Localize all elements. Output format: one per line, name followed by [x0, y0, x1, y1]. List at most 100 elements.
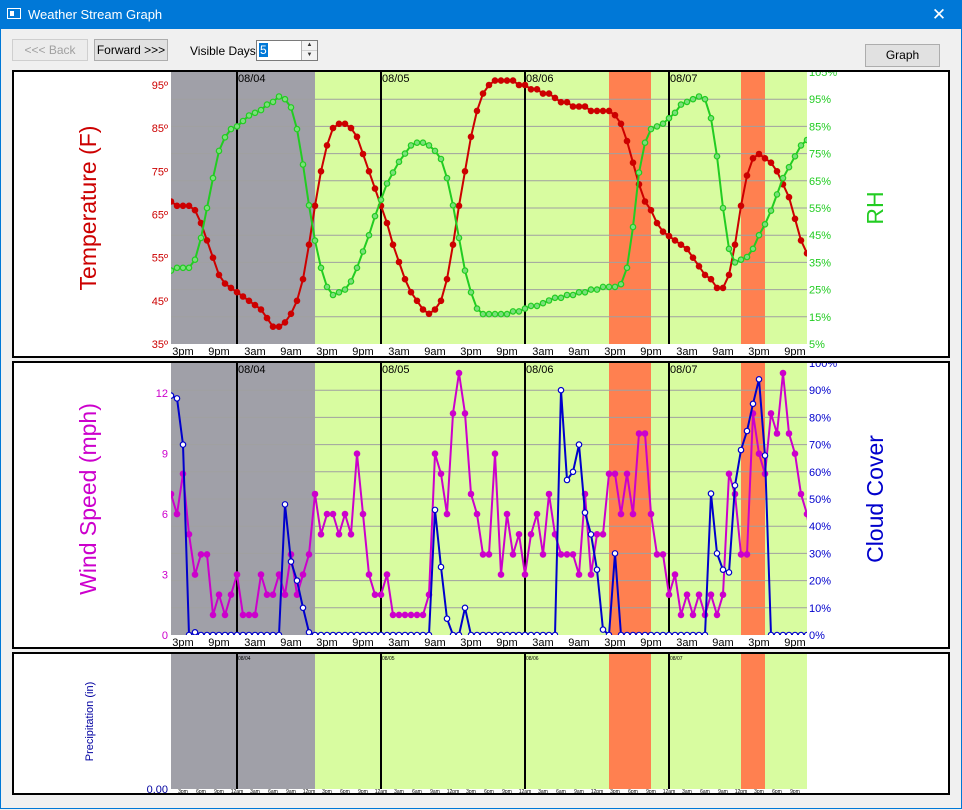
left-axis-tick-label: 0.00 [147, 784, 168, 793]
temperature-point [533, 85, 541, 93]
temperature-point [431, 306, 439, 313]
wind-speed-point [185, 531, 193, 538]
rh-point [521, 305, 529, 312]
rh-point [407, 142, 415, 149]
time-tick-label: 9pm [352, 637, 373, 647]
cloud-cover-point [317, 631, 325, 635]
rh-point [491, 310, 499, 318]
date-label: 08/04 [238, 73, 266, 85]
visible-days-stepper[interactable]: 5 ▲ ▼ [256, 40, 318, 61]
wind-speed-point [617, 510, 625, 518]
right-axis-tick-label: 105% [809, 72, 837, 79]
wind-speed-point [737, 551, 745, 558]
rh-point [455, 234, 463, 242]
rh-point [623, 264, 631, 272]
rh-point [191, 256, 199, 264]
wind-speed-point [401, 611, 409, 619]
rh-point [743, 253, 751, 261]
wind-speed-point [437, 470, 445, 478]
close-button[interactable]: ✕ [931, 5, 947, 24]
cloud-cover-point [491, 631, 499, 635]
wind-speed-point [599, 531, 607, 538]
rh-point [329, 291, 337, 299]
wind-speed-point [323, 510, 331, 518]
right-axis-tick-label: 95% [809, 94, 831, 106]
time-tick-label: 3pm [178, 789, 188, 793]
time-tick-label: 9pm [502, 789, 512, 793]
time-tick-label: 9pm [358, 789, 368, 793]
rh-point [203, 204, 211, 212]
time-tick-label: 9am [430, 789, 440, 793]
cloud-cover-point [347, 631, 355, 635]
visible-days-value[interactable]: 5 [259, 43, 268, 57]
cloud-cover-point [575, 441, 583, 448]
wind-speed-point [527, 531, 535, 538]
time-tick-label: 12pm [591, 789, 604, 793]
temperature-point [401, 275, 409, 283]
cloud-cover-point [341, 631, 349, 635]
forward-button[interactable]: Forward >>> [94, 39, 168, 61]
wind-speed-point [413, 611, 421, 619]
right-axis-tick-label: 25% [809, 285, 831, 297]
cloud-cover-point [203, 631, 211, 635]
temperature-point [425, 310, 433, 318]
cloud-cover-point [209, 631, 217, 635]
time-tick-label: 12pm [447, 789, 460, 793]
time-tick-label: 12pm [735, 789, 748, 793]
cloud-cover-point [761, 452, 769, 459]
rh-point [707, 114, 715, 122]
temperature-point [497, 77, 505, 84]
time-tick-label: 3pm [316, 346, 337, 356]
cloud-cover-point [569, 468, 577, 476]
right-axis-tick-label: 40% [809, 521, 831, 533]
left-axis-tick-label: 12 [156, 388, 168, 400]
time-tick-label: 3am [250, 789, 260, 793]
wind-speed-point [191, 571, 199, 578]
rh-point [635, 169, 643, 176]
temperature-point [467, 133, 475, 141]
cloud-cover-point [311, 631, 319, 635]
rh-point [767, 207, 775, 215]
rh-point [731, 259, 739, 266]
right-axis-tick-label: 75% [809, 149, 831, 161]
wind-speed-point [707, 591, 715, 599]
cloud-cover-point [395, 631, 403, 635]
temperature-point [731, 241, 739, 249]
time-tick-label: 9pm [208, 346, 229, 356]
cloud-cover-point [197, 631, 205, 635]
time-tick-label: 9am [286, 789, 296, 793]
rh-point [431, 147, 439, 155]
time-tick-label: 3pm [172, 346, 193, 356]
temperature-point [227, 284, 235, 292]
temperature-point [305, 241, 313, 249]
left-axis-tick-label: 0 [162, 630, 168, 642]
cloud-cover-point [173, 395, 181, 402]
temperature-point [725, 271, 733, 279]
temperature-point [171, 198, 175, 205]
temperature-point [653, 219, 661, 227]
time-tick-label: 12am [519, 789, 532, 793]
stepper-up-icon[interactable]: ▲ [302, 41, 317, 51]
temperature-point [599, 107, 607, 115]
temperature-point [539, 90, 547, 97]
cloud-cover-point [215, 631, 223, 635]
wind-speed-point [317, 531, 325, 538]
back-button[interactable]: <<< Back [12, 39, 88, 61]
temperature-point [611, 111, 619, 119]
graph-options-button[interactable]: Graph Options [865, 44, 940, 82]
wind-speed-point [779, 369, 787, 377]
right-axis-tick-label: 20% [809, 576, 831, 588]
rh-point [293, 125, 301, 133]
cloud-cover-point [731, 482, 739, 489]
temperature-point [713, 284, 721, 292]
wind-speed-point [353, 450, 361, 458]
temperature-point [335, 120, 343, 128]
cloud-cover-point [269, 631, 277, 635]
cloud-cover-point [665, 631, 673, 635]
wind-speed-point [509, 551, 517, 558]
cloud-cover-point [353, 631, 361, 635]
stepper-down-icon[interactable]: ▼ [302, 51, 317, 60]
cloud-cover-point [503, 631, 511, 635]
rh-point [671, 109, 679, 117]
rh-point [437, 155, 445, 163]
